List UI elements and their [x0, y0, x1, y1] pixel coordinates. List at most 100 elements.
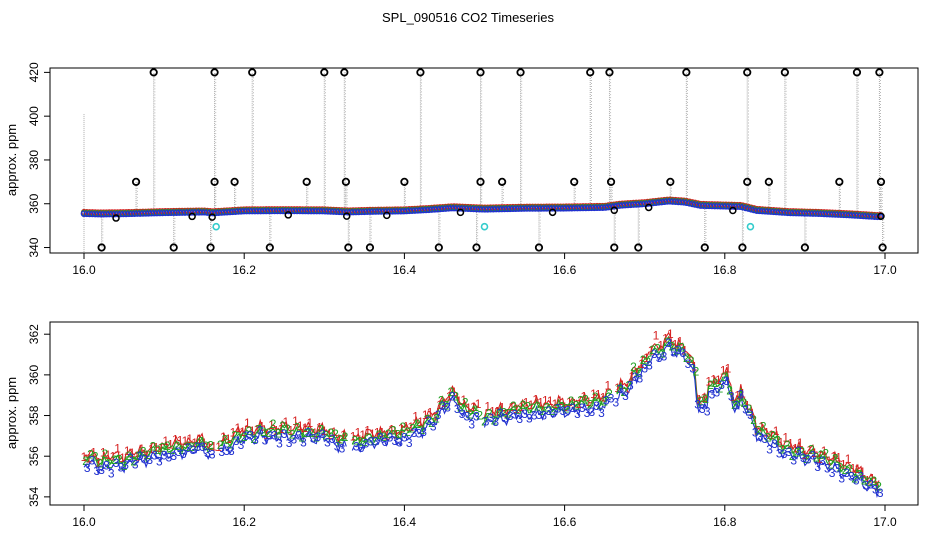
series-marker-2: 2 — [779, 443, 786, 457]
series-marker-2: 2 — [92, 449, 99, 463]
outlier-point — [852, 68, 862, 77]
series-marker-1: 1 — [326, 428, 333, 442]
series-marker-3: 3 — [584, 406, 591, 420]
series-marker-2: 2 — [760, 419, 767, 433]
series-marker-1: 1 — [446, 389, 453, 403]
series-marker-3: 3 — [84, 461, 91, 475]
series-marker-1: 1 — [753, 424, 760, 438]
series-marker-1: 1 — [148, 442, 155, 456]
series-marker-1: 1 — [629, 370, 636, 384]
outlier-point — [835, 177, 844, 186]
series-marker-1: 1 — [297, 419, 304, 433]
series-marker-1: 1 — [734, 388, 741, 402]
series-marker-3: 3 — [339, 442, 346, 456]
series-marker-1: 1 — [571, 396, 578, 410]
series-marker-2: 2 — [659, 346, 666, 360]
series-marker-1: 1 — [585, 395, 592, 409]
series-marker-3: 3 — [194, 440, 201, 454]
series-marker-1: 1 — [811, 446, 818, 460]
series-marker-1: 1 — [119, 451, 126, 465]
series-marker-2: 2 — [385, 427, 392, 441]
series-marker-3: 3 — [656, 351, 663, 365]
series-marker-3: 3 — [161, 448, 168, 462]
outlier-point — [131, 177, 141, 186]
series-marker-2: 2 — [164, 439, 171, 453]
series-marker-3: 3 — [574, 407, 581, 421]
series-marker-1: 1 — [590, 387, 597, 401]
bottom-x-tick-label: 16.0 — [72, 515, 96, 529]
outlier-point — [610, 243, 619, 252]
series-marker-2: 2 — [741, 396, 748, 410]
series-marker-2: 2 — [236, 431, 243, 445]
series-marker-3: 3 — [733, 399, 740, 413]
series-marker-1: 1 — [542, 394, 549, 408]
series-marker-1: 1 — [744, 399, 751, 413]
series-marker-3: 3 — [473, 410, 480, 424]
outlier-point — [472, 243, 481, 252]
top-x-axis: 16.0 16.2 16.4 16.6 16.8 17.0 — [72, 253, 897, 277]
series-line-3 — [83, 341, 880, 498]
series-marker-2: 2 — [553, 402, 560, 416]
series-marker-2: 2 — [505, 406, 512, 420]
outlier-point — [476, 177, 485, 186]
series-marker-2: 2 — [472, 403, 479, 417]
series-marker-1: 1 — [556, 394, 563, 408]
series-marker-2: 2 — [366, 431, 373, 445]
series-marker-2: 2 — [635, 366, 642, 380]
outlier-point — [605, 68, 614, 77]
series-marker-1: 1 — [316, 420, 323, 434]
series-marker-1: 1 — [580, 389, 587, 403]
series-marker-3: 3 — [713, 386, 720, 400]
series-marker-3: 3 — [190, 443, 197, 457]
series-marker-2: 2 — [265, 426, 272, 440]
series-marker-1: 1 — [374, 425, 381, 439]
series-marker-3: 3 — [276, 436, 283, 450]
series-marker-1: 1 — [802, 448, 809, 462]
series-marker-3: 3 — [137, 449, 144, 463]
series-marker-1: 1 — [398, 422, 405, 436]
outlier-point — [112, 214, 120, 222]
outlier-point — [400, 177, 409, 186]
series-marker-1: 1 — [167, 437, 174, 451]
outlier-point — [877, 212, 885, 220]
bottom-y-tick-label: 354 — [27, 487, 41, 507]
series-marker-1: 1 — [143, 448, 150, 462]
series-marker-3: 3 — [127, 451, 134, 465]
outlier-point — [284, 211, 293, 219]
series-marker-3: 3 — [113, 456, 120, 470]
series-marker-3: 3 — [185, 441, 192, 455]
series-marker-1: 1 — [456, 394, 463, 408]
series-marker-2: 2 — [188, 440, 195, 454]
series-marker-2: 2 — [558, 400, 565, 414]
series-marker-3: 3 — [742, 403, 749, 417]
top-y-tick-label: 360 — [27, 193, 41, 213]
series-marker-3: 3 — [555, 401, 562, 415]
series-marker-3: 3 — [420, 425, 427, 439]
series-marker-1: 1 — [840, 458, 847, 472]
series-marker-1: 1 — [369, 427, 376, 441]
top-y-tick-label: 380 — [27, 150, 41, 170]
series-marker-2: 2 — [380, 430, 387, 444]
series-marker-2: 2 — [337, 433, 344, 447]
series-marker-1: 1 — [465, 401, 472, 415]
series-marker-1: 1 — [215, 440, 222, 454]
series-marker-1: 1 — [494, 405, 501, 419]
series-marker-3: 3 — [843, 466, 850, 480]
series-marker-3: 3 — [862, 479, 869, 493]
series-marker-1: 1 — [638, 357, 645, 371]
series-line-1 — [83, 331, 880, 488]
series-marker-1: 1 — [797, 436, 804, 450]
series-marker-3: 3 — [531, 409, 538, 423]
outlier-point — [800, 243, 810, 252]
outlier-point — [341, 177, 351, 186]
series-marker-2: 2 — [702, 392, 709, 406]
series-marker-2: 2 — [784, 438, 791, 452]
series-marker-1: 1 — [826, 454, 833, 468]
series-marker-3: 3 — [858, 470, 865, 484]
series-marker-2: 2 — [726, 384, 733, 398]
series-line-2 — [83, 335, 880, 492]
series-marker-2: 2 — [592, 390, 599, 404]
series-marker-3: 3 — [564, 404, 571, 418]
series-marker-3: 3 — [411, 426, 418, 440]
series-marker-2: 2 — [755, 423, 762, 437]
